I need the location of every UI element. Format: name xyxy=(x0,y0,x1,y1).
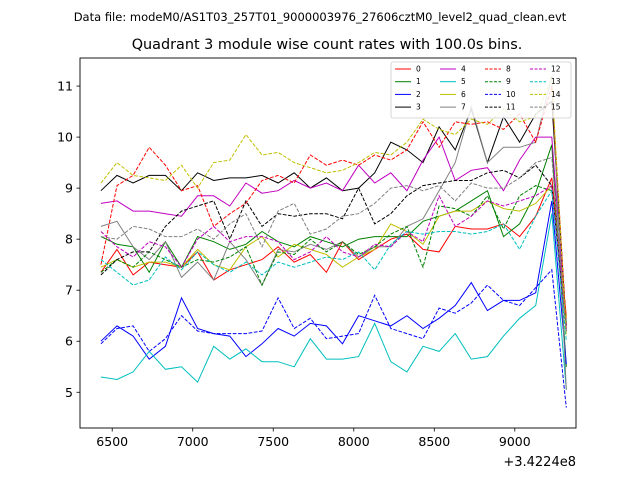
y-tick-label: 8 xyxy=(65,232,73,247)
y-axis: 5 6 7 8 9 10 11 xyxy=(57,79,80,400)
x-tick-label: 8500 xyxy=(418,434,450,449)
plot-border xyxy=(79,57,577,429)
series-line-3 xyxy=(100,100,567,326)
x-tick-label: 8000 xyxy=(338,434,370,449)
legend-label-5: 5 xyxy=(461,77,466,86)
legend-label-1: 1 xyxy=(416,77,421,86)
x-tick-label: 7000 xyxy=(177,434,209,449)
legend-label-15: 15 xyxy=(551,103,561,112)
x-tick-label: 7500 xyxy=(257,434,289,449)
legend-label-13: 13 xyxy=(551,77,561,86)
series-line-5 xyxy=(100,213,567,390)
series-line-11 xyxy=(100,164,567,332)
series-line-9 xyxy=(100,185,567,324)
legend-box xyxy=(390,61,572,119)
series-line-14 xyxy=(100,78,567,337)
y-tick-label: 11 xyxy=(57,79,73,94)
legend-label-11: 11 xyxy=(506,103,516,112)
series-line-2 xyxy=(100,200,567,365)
series-line-8 xyxy=(100,85,567,326)
legend-label-6: 6 xyxy=(461,90,466,99)
series-line-10 xyxy=(100,268,567,408)
chart-suptitle: Data file: modeM0/AS1T03_257T01_90000039… xyxy=(74,10,567,24)
y-tick-label: 5 xyxy=(65,385,73,400)
series-line-1 xyxy=(100,144,567,367)
series-line-12 xyxy=(100,184,567,329)
y-tick-label: 10 xyxy=(57,130,73,145)
series-layer xyxy=(100,75,567,408)
legend-label-3: 3 xyxy=(416,103,421,112)
x-axis: 6500 7000 7500 8000 8500 9000 xyxy=(96,428,531,449)
series-line-15 xyxy=(100,156,567,334)
series-line-4 xyxy=(100,136,567,329)
legend-label-7: 7 xyxy=(461,103,466,112)
legend-label-2: 2 xyxy=(416,90,421,99)
y-tick-label: 7 xyxy=(65,283,73,298)
legend-label-14: 14 xyxy=(551,90,561,99)
x-tick-label: 9000 xyxy=(499,434,531,449)
x-offset-label: +3.4224e8 xyxy=(503,455,576,470)
legend-label-9: 9 xyxy=(506,77,511,86)
legend-label-4: 4 xyxy=(461,65,466,74)
chart-title: Quadrant 3 module wise count rates with … xyxy=(132,37,523,53)
y-tick-label: 9 xyxy=(65,181,73,196)
series-line-13 xyxy=(100,189,567,342)
x-tick-label: 6500 xyxy=(96,434,128,449)
legend-label-12: 12 xyxy=(551,65,561,74)
series-line-7 xyxy=(100,75,567,390)
legend-label-0: 0 xyxy=(416,65,421,74)
y-tick-label: 6 xyxy=(65,334,73,349)
legend-label-10: 10 xyxy=(506,90,516,99)
legend-label-8: 8 xyxy=(506,65,511,74)
